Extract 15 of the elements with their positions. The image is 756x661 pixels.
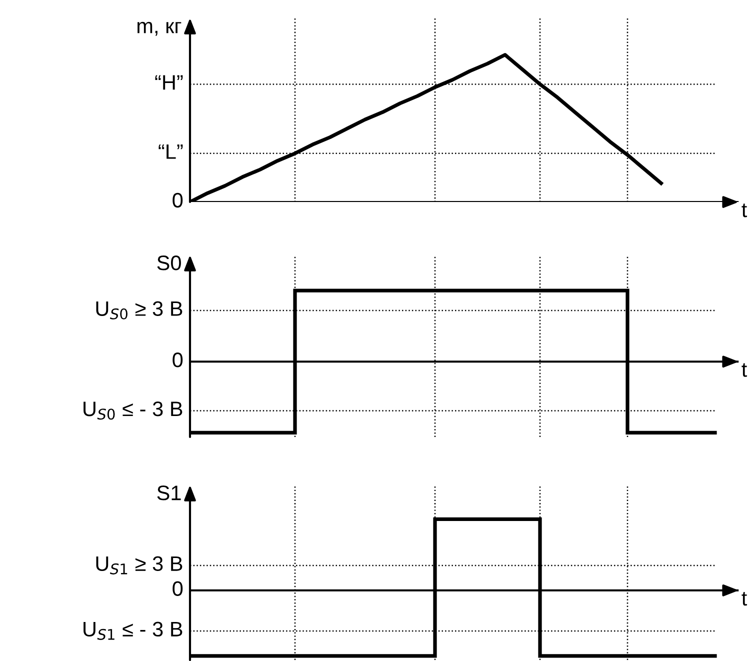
ref-line-label: 0	[172, 581, 183, 596]
y-axis-title: m, кг	[138, 22, 182, 36]
x-axis-title: t	[742, 204, 748, 218]
ref-line-label: 0	[172, 192, 183, 208]
x-axis-title: t	[742, 592, 748, 606]
ref-line-label: “H”	[155, 75, 183, 90]
ref-line-label: U$_{S0}$ ≥ 3 В	[96, 301, 182, 320]
x-axis-title: t	[742, 363, 748, 377]
ref-line-label: U$_{S1}$ ≥ 3 В	[96, 556, 182, 574]
y-axis-title: S1	[157, 486, 181, 500]
ref-line-label: U$_{S1}$ ≤ - 3 В	[84, 622, 182, 640]
ref-line-label: U$_{S0}$ ≤ - 3 В	[84, 402, 182, 420]
ref-line-label: 0	[172, 352, 183, 368]
ref-line-label: “L”	[158, 144, 183, 159]
y-axis-title: S0	[157, 256, 181, 270]
